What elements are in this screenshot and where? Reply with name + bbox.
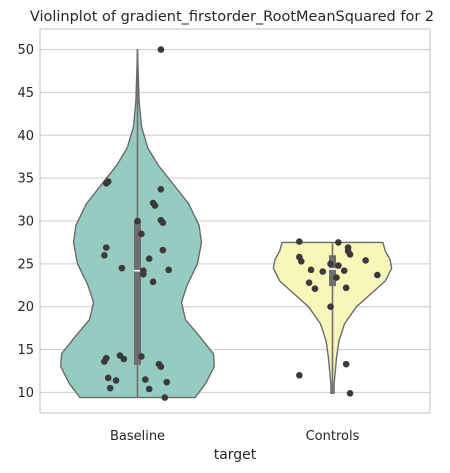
- y-tick-label-20: 20: [17, 300, 34, 315]
- data-point-controls-11: [340, 267, 348, 275]
- chart-title: Violinplot of gradient_firstorder_RootMe…: [30, 9, 434, 25]
- data-point-baseline-31: [145, 385, 153, 393]
- data-point-baseline-32: [161, 394, 169, 401]
- data-point-baseline-29: [163, 378, 171, 386]
- data-point-controls-10: [307, 266, 315, 274]
- data-point-controls-6: [298, 257, 305, 265]
- data-point-baseline-11: [159, 246, 167, 254]
- x-tick-label-controls: Controls: [306, 429, 360, 444]
- y-tick-label-25: 25: [17, 257, 34, 272]
- iqr-box-baseline: [134, 221, 141, 365]
- data-point-controls-13: [374, 271, 381, 279]
- data-point-controls-12: [319, 268, 327, 275]
- data-point-baseline-8: [134, 217, 141, 225]
- data-point-baseline-7: [159, 219, 167, 227]
- data-point-controls-14: [333, 274, 340, 281]
- data-point-controls-16: [342, 284, 350, 292]
- data-point-baseline-28: [112, 377, 120, 384]
- x-axis-ticks: Baseline Controls: [110, 429, 360, 444]
- data-point-controls-21: [346, 389, 354, 397]
- data-point-baseline-3: [157, 185, 165, 193]
- data-point-controls-8: [327, 260, 334, 268]
- data-point-baseline-18: [149, 278, 157, 286]
- data-point-controls-19: [342, 360, 350, 368]
- plot-frame: [39, 28, 431, 414]
- data-point-baseline-13: [145, 255, 153, 263]
- data-point-baseline-26: [104, 374, 112, 382]
- y-tick-label-35: 35: [17, 172, 34, 187]
- y-tick-label-50: 50: [17, 43, 34, 58]
- iqr-box-controls: [329, 255, 336, 287]
- y-tick-label-45: 45: [17, 86, 34, 101]
- y-tick-label-30: 30: [17, 215, 34, 230]
- data-point-baseline-20: [138, 353, 145, 360]
- data-point-baseline-9: [138, 230, 145, 238]
- data-point-baseline-2: [103, 179, 110, 187]
- y-tick-label-10: 10: [17, 386, 34, 401]
- data-point-controls-9: [335, 262, 342, 269]
- violins: [60, 46, 393, 401]
- data-point-controls-15: [305, 279, 313, 287]
- data-point-baseline-14: [118, 264, 126, 272]
- x-axis-label: target: [214, 447, 257, 463]
- data-point-baseline-15: [165, 266, 172, 274]
- data-point-baseline-23: [101, 358, 108, 365]
- data-point-baseline-25: [157, 363, 165, 371]
- y-tick-label-15: 15: [17, 343, 34, 358]
- data-point-controls-17: [311, 285, 319, 293]
- data-point-controls-1: [335, 239, 342, 246]
- data-point-baseline-0: [157, 46, 165, 53]
- data-point-baseline-10: [103, 244, 110, 251]
- data-point-baseline-5: [151, 202, 159, 209]
- x-tick-label-baseline: Baseline: [110, 429, 165, 444]
- data-point-controls-0: [296, 238, 303, 245]
- data-point-controls-7: [362, 257, 369, 264]
- data-point-controls-18: [327, 303, 334, 311]
- data-point-baseline-12: [101, 251, 108, 259]
- data-point-baseline-17: [140, 270, 147, 278]
- data-point-controls-4: [346, 251, 354, 258]
- y-tick-label-40: 40: [17, 129, 34, 144]
- data-point-baseline-22: [120, 355, 128, 363]
- y-axis-ticks: 10 15 20 25 30 35 40 45 50: [17, 43, 34, 401]
- data-point-controls-20: [296, 371, 303, 379]
- data-point-baseline-27: [142, 376, 149, 383]
- data-point-baseline-30: [106, 384, 114, 392]
